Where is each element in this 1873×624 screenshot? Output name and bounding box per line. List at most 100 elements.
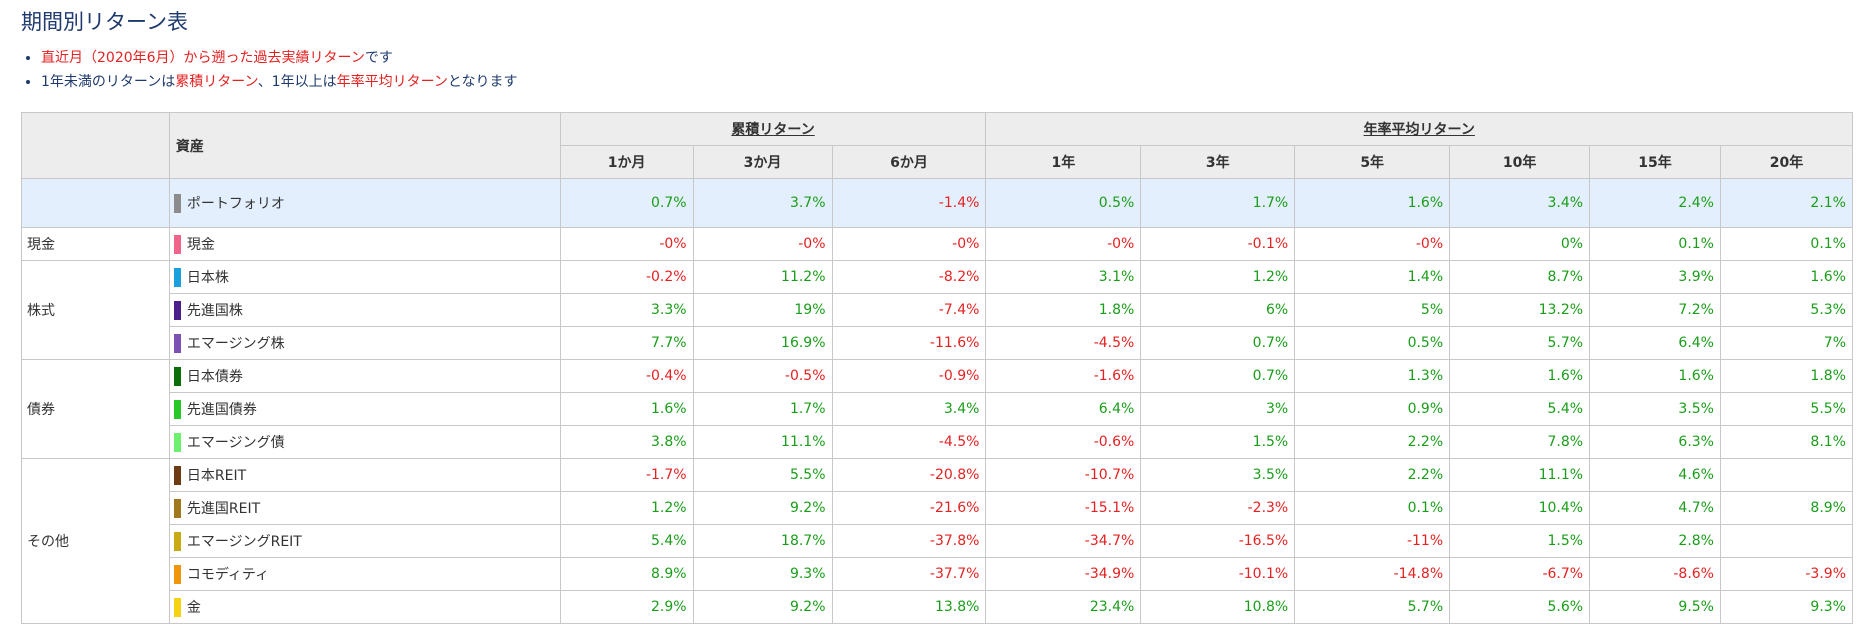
return-value: 5.4% [1449, 392, 1591, 426]
return-value: -1.4% [831, 178, 987, 228]
returns-table: 資産 累積リターン 年率平均リターン 1か月 3か月 6か月 1年 3年 5年 … [21, 112, 1854, 624]
return-value: 8.9% [559, 557, 694, 591]
return-value [1719, 524, 1854, 558]
return-value: 9.2% [692, 491, 833, 525]
cumulative-header-label: 累積リターン [731, 122, 815, 138]
return-value: 18.7% [692, 524, 833, 558]
header-period-row: 1か月 3か月 6か月 1年 3年 5年 10年 15年 20年 [21, 145, 1854, 179]
return-value: 2.2% [1294, 425, 1451, 459]
note-text: 、1年以上は [257, 74, 337, 90]
return-value: 0.5% [1294, 326, 1451, 360]
return-value: -10.7% [985, 458, 1142, 492]
return-value: 4.6% [1589, 458, 1721, 492]
return-value: 3% [1140, 392, 1296, 426]
return-value: 4.7% [1589, 491, 1721, 525]
period-header: 3年 [1140, 145, 1296, 179]
return-value: 23.4% [985, 590, 1142, 624]
return-value: -0% [559, 227, 694, 261]
return-value: 5.6% [1449, 590, 1591, 624]
return-value: 0.7% [559, 178, 694, 228]
table-body: ポートフォリオ 0.7% 3.7% -1.4% 0.5% 1.7% 1.6% 3.4% 2.4%… [21, 178, 1854, 624]
return-value: 1.2% [1140, 260, 1296, 294]
asset-color-swatch [173, 400, 181, 420]
return-value: -0% [985, 227, 1142, 261]
return-value: 5.3% [1719, 293, 1854, 327]
asset-color-swatch [173, 532, 181, 552]
return-value: 1.5% [1449, 524, 1591, 558]
return-value: -11% [1294, 524, 1451, 558]
asset-name: ポートフォリオ [186, 195, 285, 212]
note-text: です [364, 50, 393, 66]
return-value: -20.8% [831, 458, 987, 492]
return-value: 0.1% [1294, 491, 1451, 525]
asset-name-cell: 現金 [168, 227, 561, 261]
return-value: 1.6% [1294, 178, 1451, 228]
period-header: 1年 [985, 145, 1142, 179]
asset-name: 金 [186, 599, 201, 616]
note-highlight: 直近月（2020年6月）から遡った過去実績リターン [41, 50, 365, 66]
return-value: 5% [1294, 293, 1451, 327]
category-cell [21, 178, 170, 228]
return-value: 2.9% [559, 590, 694, 624]
return-value: -14.8% [1294, 557, 1451, 591]
return-value: 11.1% [692, 425, 833, 459]
table-row: その他 日本REIT -1.7% 5.5% -20.8% -10.7% 3.5% 2.2% 11… [21, 458, 1854, 624]
asset-name: 先進国債券 [186, 401, 257, 418]
return-value: 16.9% [692, 326, 833, 360]
table-row: 株式 日本株 -0.2% 11.2% -8.2% 3.1% 1.2% 1.4% 8.7% 3.9%… [21, 260, 1854, 360]
return-value: -4.5% [985, 326, 1142, 360]
period-header: 6か月 [831, 145, 987, 179]
return-value: 1.8% [985, 293, 1142, 327]
return-value: -0.9% [831, 359, 987, 393]
asset-name: 日本債券 [186, 368, 243, 385]
return-value: 6.4% [1589, 326, 1721, 360]
return-value: -0.1% [1140, 227, 1296, 261]
return-value: 0.1% [1719, 227, 1854, 261]
asset-name-cell: ポートフォリオ [168, 178, 561, 228]
return-value: 8.1% [1719, 425, 1854, 459]
return-value: 1.7% [1140, 178, 1296, 228]
category-cell: その他 [21, 458, 170, 624]
table-row: エマージング債 3.8% 11.1% -4.5% -0.6% 1.5% 2.2% 7.8% 6.… [22, 425, 1854, 459]
return-value: 1.6% [559, 392, 694, 426]
return-value: 0.7% [1140, 326, 1296, 360]
table-row: エマージング株 7.7% 16.9% -11.6% -4.5% 0.7% 0.5% 5.7% 6… [22, 326, 1854, 360]
note-highlight: 年率平均リターン [336, 74, 448, 90]
return-value: 7.2% [1589, 293, 1721, 327]
return-value: -0.6% [985, 425, 1142, 459]
table-row: 債券 日本債券 -0.4% -0.5% -0.9% -1.6% 0.7% 1.3% 1.6% 1.… [21, 359, 1854, 459]
return-value: 5.5% [692, 458, 833, 492]
table-row: 先進国債券 1.6% 1.7% 3.4% 6.4% 3% 0.9% 5.4% 3.5% 5.5% [22, 392, 1854, 426]
return-value: 1.5% [1140, 425, 1296, 459]
asset-name: 現金 [186, 236, 215, 253]
asset-color-swatch [173, 334, 181, 354]
return-value: 11.1% [1449, 458, 1591, 492]
note-text: 1年未満のリターンは [41, 74, 176, 90]
annual-header: 年率平均リターン [985, 112, 1853, 146]
note-text: となります [447, 74, 518, 90]
asset-color-swatch [173, 235, 181, 255]
return-value: 3.7% [692, 178, 833, 228]
return-value: 3.5% [1589, 392, 1721, 426]
return-value: -6.7% [1449, 557, 1591, 591]
return-value: 0.1% [1589, 227, 1721, 261]
table-row: コモディティ 8.9% 9.3% -37.7% -34.9% -10.1% -14.8% -6… [22, 557, 1854, 591]
return-value: 9.3% [692, 557, 833, 591]
asset-name-cell: 日本株 [168, 260, 561, 294]
note-highlight: 累積リターン [175, 74, 258, 90]
return-value: -37.7% [831, 557, 987, 591]
asset-name: エマージング債 [186, 434, 285, 451]
period-header: 10年 [1449, 145, 1591, 179]
return-value: 13.8% [831, 590, 987, 624]
return-value: 1.6% [1449, 359, 1591, 393]
return-value: 0.7% [1140, 359, 1296, 393]
return-value: 5.7% [1449, 326, 1591, 360]
asset-color-swatch [173, 433, 181, 453]
return-value: 7.8% [1449, 425, 1591, 459]
cumulative-header: 累積リターン [559, 112, 987, 146]
return-value: 2.1% [1719, 178, 1854, 228]
return-value: -11.6% [831, 326, 987, 360]
return-value [1719, 458, 1854, 492]
note-item: 1年未満のリターンは累積リターン、1年以上は年率平均リターンとなります [41, 70, 518, 94]
asset-name: コモディティ [186, 566, 270, 583]
